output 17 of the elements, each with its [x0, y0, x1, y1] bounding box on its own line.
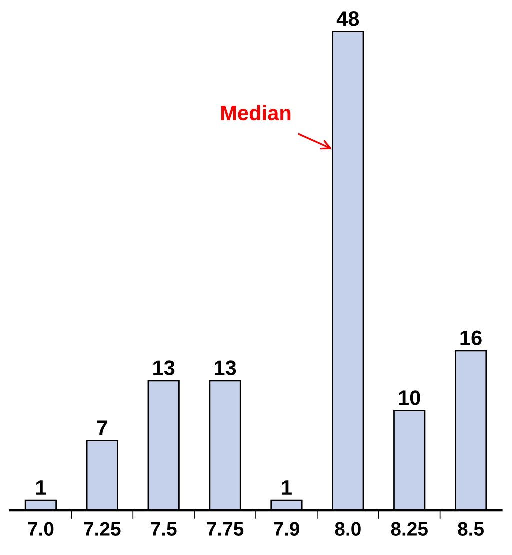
data-label: 10	[399, 390, 420, 406]
x-tick-label: 8.0	[335, 522, 361, 536]
data-label: 1	[36, 480, 46, 495]
x-tick-label: 8.25	[391, 522, 428, 536]
data-label: 16	[460, 330, 482, 346]
x-tick-label: 8.5	[458, 522, 484, 536]
data-label: 48	[336, 12, 360, 26]
data-label: 7	[98, 420, 108, 436]
x-tick-label: 7.0	[28, 522, 54, 536]
x-tick-label: 7.75	[207, 522, 244, 536]
data-label: 13	[215, 360, 236, 376]
annotation: Median	[222, 105, 291, 121]
x-tick-label: 7.25	[84, 522, 121, 536]
x-tick-label: 7.5	[151, 522, 177, 536]
data-label: 1	[282, 480, 292, 495]
x-tick-label: 7.9	[274, 522, 300, 536]
data-label: 13	[154, 360, 175, 376]
